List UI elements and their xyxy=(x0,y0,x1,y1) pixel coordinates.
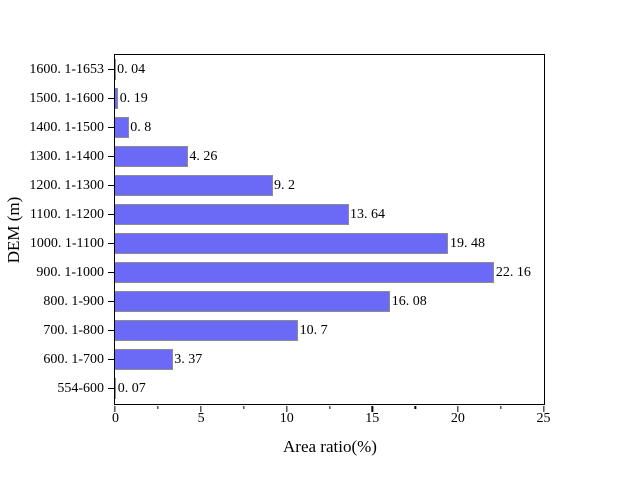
y-axis-tick xyxy=(107,155,114,158)
bar-1200.1-1300 xyxy=(115,174,273,197)
bar-1100.1-1200 xyxy=(115,203,349,226)
x-axis-major-tick xyxy=(543,405,545,412)
x-axis-minor-tick xyxy=(243,405,245,409)
y-axis-tick xyxy=(107,300,114,303)
y-tick-label-1600.1-1653: 1600. 1-1653 xyxy=(29,62,104,77)
bar-554-600 xyxy=(115,377,117,400)
x-axis-major-tick xyxy=(114,405,116,412)
y-tick-label-1300.1-1400: 1300. 1-1400 xyxy=(29,149,104,164)
y-tick-label-1400.1-1500: 1400. 1-1500 xyxy=(29,120,104,135)
x-axis-minor-tick xyxy=(328,405,331,409)
y-axis-tick xyxy=(107,387,114,390)
y-axis-tick xyxy=(107,271,114,274)
y-axis-tick xyxy=(107,184,114,187)
x-axis-major-tick xyxy=(285,405,288,412)
bar-value-label: 22. 16 xyxy=(495,264,531,280)
y-axis-tick xyxy=(107,97,114,100)
bar-value-label: 9. 2 xyxy=(274,177,295,193)
bar-900.1-1000 xyxy=(115,261,495,284)
y-tick-label-1100.1-1200: 1100. 1-1200 xyxy=(29,207,104,222)
bar-value-label: 16. 08 xyxy=(391,293,427,309)
bar-value-label: 4. 26 xyxy=(189,148,218,164)
x-axis-major-tick xyxy=(371,405,374,412)
y-tick-label-554-600: 554-600 xyxy=(57,381,104,396)
bar-value-label: 0. 07 xyxy=(117,380,146,396)
y-axis-tick xyxy=(107,126,114,129)
x-axis-minor-tick xyxy=(500,405,502,409)
bar-value-label: 0. 04 xyxy=(117,61,146,77)
y-tick-label-800.1-900: 800. 1-900 xyxy=(43,294,104,309)
bar-value-label: 0. 19 xyxy=(119,90,148,106)
y-tick-labels: 1600. 1-1653 1500. 1-1600 1400. 1-1500 1300… xyxy=(0,56,104,404)
x-tick-label-25: 25 xyxy=(536,411,551,426)
x-tick-label-10: 10 xyxy=(279,411,294,426)
y-tick-label-900.1-1000: 900. 1-1000 xyxy=(36,265,104,280)
y-tick-label-1000.1-1100: 1000. 1-1100 xyxy=(29,236,104,251)
x-axis-minor-tick xyxy=(157,405,159,409)
bar-1500.1-1600 xyxy=(115,87,119,110)
y-tick-label-1200.1-1300: 1200. 1-1300 xyxy=(29,178,104,193)
bar-1600.1-1653 xyxy=(115,58,116,81)
bar-value-label: 19. 48 xyxy=(449,235,485,251)
y-tick-label-700.1-800: 700. 1-800 xyxy=(43,323,104,338)
bar-value-label: 13. 64 xyxy=(350,206,386,222)
x-tick-label-15: 15 xyxy=(365,411,380,426)
bar-value-label: 0. 8 xyxy=(130,119,152,135)
bar-value-label: 3. 37 xyxy=(174,351,203,367)
x-axis-minor-tick xyxy=(414,405,416,409)
x-tick-label-5: 5 xyxy=(197,411,205,426)
x-axis-major-tick xyxy=(200,405,202,412)
bar-value-label: 10. 7 xyxy=(299,322,328,338)
bar-1400.1-1500 xyxy=(115,116,129,139)
bar-800.1-900 xyxy=(115,290,391,313)
y-tick-label-600.1-700: 600. 1-700 xyxy=(43,352,104,367)
y-axis-tick xyxy=(107,358,114,361)
y-axis-tick xyxy=(107,68,114,71)
y-axis-tick xyxy=(107,242,114,245)
x-tick-label-20: 20 xyxy=(450,411,465,426)
x-tick-label-0: 0 xyxy=(112,411,119,426)
bar-1000.1-1100 xyxy=(115,232,449,255)
x-axis-major-tick xyxy=(457,405,459,412)
plot-area: 0. 04 0. 19 0. 8 4. 26 9. 2 13. 64 19. 48 22. 1… xyxy=(107,54,545,412)
y-axis-tick xyxy=(107,213,114,216)
x-tick-labels: 0 5 10 15 20 25 xyxy=(0,411,634,429)
bar-600.1-700 xyxy=(115,348,173,371)
y-axis-tick xyxy=(107,329,114,332)
bar-1300.1-1400 xyxy=(115,145,188,168)
bar-700.1-800 xyxy=(115,319,299,342)
x-axis-title: Area ratio(%) xyxy=(283,437,377,456)
y-tick-label-1500.1-1600: 1500. 1-1600 xyxy=(29,91,104,106)
